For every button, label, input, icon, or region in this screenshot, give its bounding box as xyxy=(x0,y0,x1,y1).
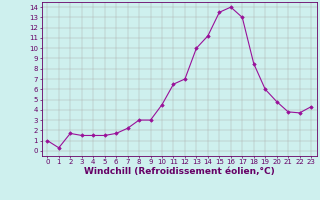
X-axis label: Windchill (Refroidissement éolien,°C): Windchill (Refroidissement éolien,°C) xyxy=(84,167,275,176)
